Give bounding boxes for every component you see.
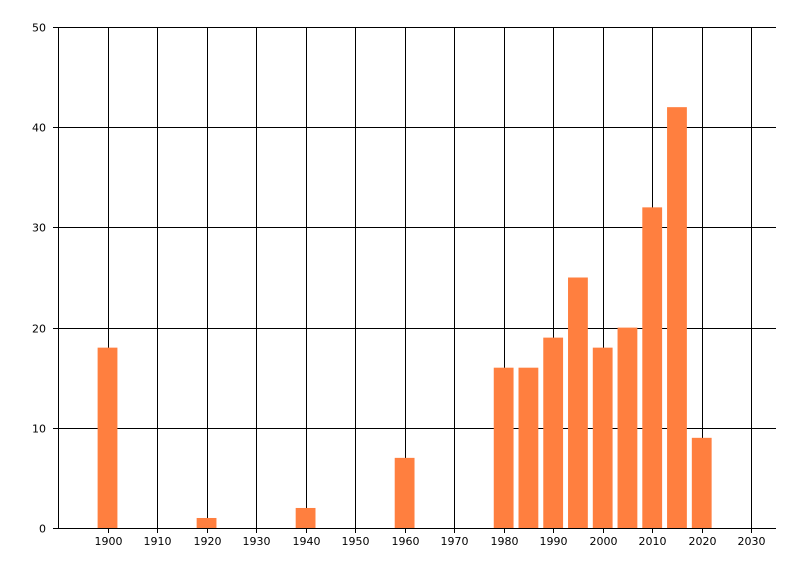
bars [97, 107, 712, 529]
y-tick-label: 20 [32, 323, 46, 336]
bar-1980 [493, 367, 514, 528]
x-tick-label: 1950 [342, 535, 370, 548]
x-tick-label: 1920 [194, 535, 222, 548]
bar-1990 [543, 337, 564, 528]
x-axis-tick-labels: 1900 1910 1920 1930 1940 1950 1960 1970 1980 1990… [95, 535, 766, 548]
bar-2000 [592, 347, 613, 528]
y-tick-label: 0 [39, 523, 46, 536]
y-tick-label: 50 [32, 22, 46, 35]
bar-2020 [691, 437, 712, 528]
x-tick-label: 1900 [95, 535, 123, 548]
bar-1960 [394, 457, 415, 528]
x-tick-label: 2010 [639, 535, 667, 548]
x-tick-label: 1990 [540, 535, 568, 548]
x-tick-label: 1980 [491, 535, 519, 548]
x-tick-label: 1940 [293, 535, 321, 548]
x-tick-label: 1930 [243, 535, 271, 548]
x-tick-label: 2000 [590, 535, 618, 548]
y-tick-label: 30 [32, 222, 46, 235]
bar-1900 [97, 347, 118, 528]
y-tick-label: 10 [32, 423, 46, 436]
x-tick-label: 1960 [392, 535, 420, 548]
x-tick-label: 2030 [738, 535, 766, 548]
bar-2010 [642, 207, 663, 529]
bar-1920 [196, 517, 217, 528]
bar-2015 [667, 107, 687, 528]
axes [53, 27, 776, 533]
bar-1940 [295, 507, 316, 528]
x-tick-label: 1970 [441, 535, 469, 548]
x-tick-label: 2020 [689, 535, 717, 548]
y-tick-label: 40 [32, 122, 46, 135]
bar-1985 [518, 367, 539, 528]
bar-1995 [568, 277, 588, 528]
y-axis-tick-labels: 0 10 20 30 40 50 [32, 22, 46, 536]
x-tick-label: 1910 [144, 535, 172, 548]
bar-2005 [617, 327, 638, 528]
